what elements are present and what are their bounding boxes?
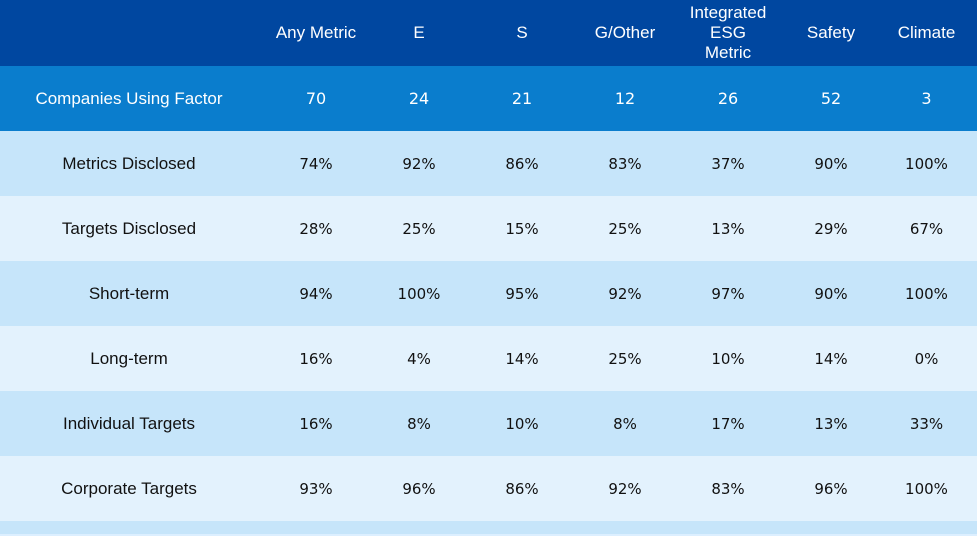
row-label: Corporate Targets: [0, 456, 258, 521]
row-label: Metrics Disclosed: [0, 131, 258, 196]
partial-row-strip: [0, 521, 977, 534]
table-cell: 21: [464, 66, 580, 131]
column-header: Any Metric: [258, 0, 374, 66]
table-cell: 92%: [374, 131, 464, 196]
table-cell: 28%: [258, 196, 374, 261]
table-cell: 97%: [670, 261, 786, 326]
table-row: Targets Disclosed 28% 25% 15% 25% 13% 29…: [0, 196, 977, 261]
table-cell: 52: [786, 66, 876, 131]
column-header: G/Other: [580, 0, 670, 66]
table-cell: 100%: [876, 261, 977, 326]
table-cell: 83%: [580, 131, 670, 196]
table-cell: 25%: [580, 326, 670, 391]
table-cell: 92%: [580, 456, 670, 521]
table-cell: 29%: [786, 196, 876, 261]
table-cell: 74%: [258, 131, 374, 196]
table-cell: 16%: [258, 326, 374, 391]
table-cell: 3: [876, 66, 977, 131]
column-header: E: [374, 0, 464, 66]
table-row: [0, 521, 977, 534]
table-cell: 4%: [374, 326, 464, 391]
table-cell: 25%: [374, 196, 464, 261]
table-row: Long-term 16% 4% 14% 25% 10% 14% 0%: [0, 326, 977, 391]
table-row: Individual Targets 16% 8% 10% 8% 17% 13%…: [0, 391, 977, 456]
table-cell: 100%: [374, 261, 464, 326]
table-cell: 83%: [670, 456, 786, 521]
header-row: Any Metric E S G/Other Integrated ESG Me…: [0, 0, 977, 66]
table-cell: 67%: [876, 196, 977, 261]
table-cell: 92%: [580, 261, 670, 326]
table-row: Corporate Targets 93% 96% 86% 92% 83% 96…: [0, 456, 977, 521]
column-header: S: [464, 0, 580, 66]
table-cell: 14%: [464, 326, 580, 391]
column-header: Climate: [876, 0, 977, 66]
table-cell: 90%: [786, 131, 876, 196]
table-cell: 100%: [876, 131, 977, 196]
table-cell: 17%: [670, 391, 786, 456]
table-cell: 93%: [258, 456, 374, 521]
table-cell: 33%: [876, 391, 977, 456]
table-row: Metrics Disclosed 74% 92% 86% 83% 37% 90…: [0, 131, 977, 196]
table-cell: 15%: [464, 196, 580, 261]
table-cell: 0%: [876, 326, 977, 391]
table-cell: 90%: [786, 261, 876, 326]
table-cell: 13%: [670, 196, 786, 261]
table-cell: 26: [670, 66, 786, 131]
companies-using-factor-row: Companies Using Factor 70 24 21 12 26 52…: [0, 66, 977, 131]
table-cell: 94%: [258, 261, 374, 326]
table-cell: 8%: [580, 391, 670, 456]
table-cell: 14%: [786, 326, 876, 391]
table-cell: 8%: [374, 391, 464, 456]
table-cell: 86%: [464, 456, 580, 521]
table-cell: 95%: [464, 261, 580, 326]
table-cell: 37%: [670, 131, 786, 196]
table-cell: 86%: [464, 131, 580, 196]
table-cell: 13%: [786, 391, 876, 456]
table-cell: 24: [374, 66, 464, 131]
row-label: Individual Targets: [0, 391, 258, 456]
table-cell: 70: [258, 66, 374, 131]
table-cell: 10%: [670, 326, 786, 391]
table-cell: 96%: [374, 456, 464, 521]
header-blank-cell: [0, 0, 258, 66]
table-row: Short-term 94% 100% 95% 92% 97% 90% 100%: [0, 261, 977, 326]
row-label: Companies Using Factor: [0, 66, 258, 131]
table-cell: 12: [580, 66, 670, 131]
row-label: Targets Disclosed: [0, 196, 258, 261]
row-label: Long-term: [0, 326, 258, 391]
table-cell: 25%: [580, 196, 670, 261]
table-cell: 10%: [464, 391, 580, 456]
table-cell: 16%: [258, 391, 374, 456]
column-header: Safety: [786, 0, 876, 66]
row-label: Short-term: [0, 261, 258, 326]
table-cell: 96%: [786, 456, 876, 521]
table-cell: 100%: [876, 456, 977, 521]
column-header: Integrated ESG Metric: [670, 0, 786, 66]
